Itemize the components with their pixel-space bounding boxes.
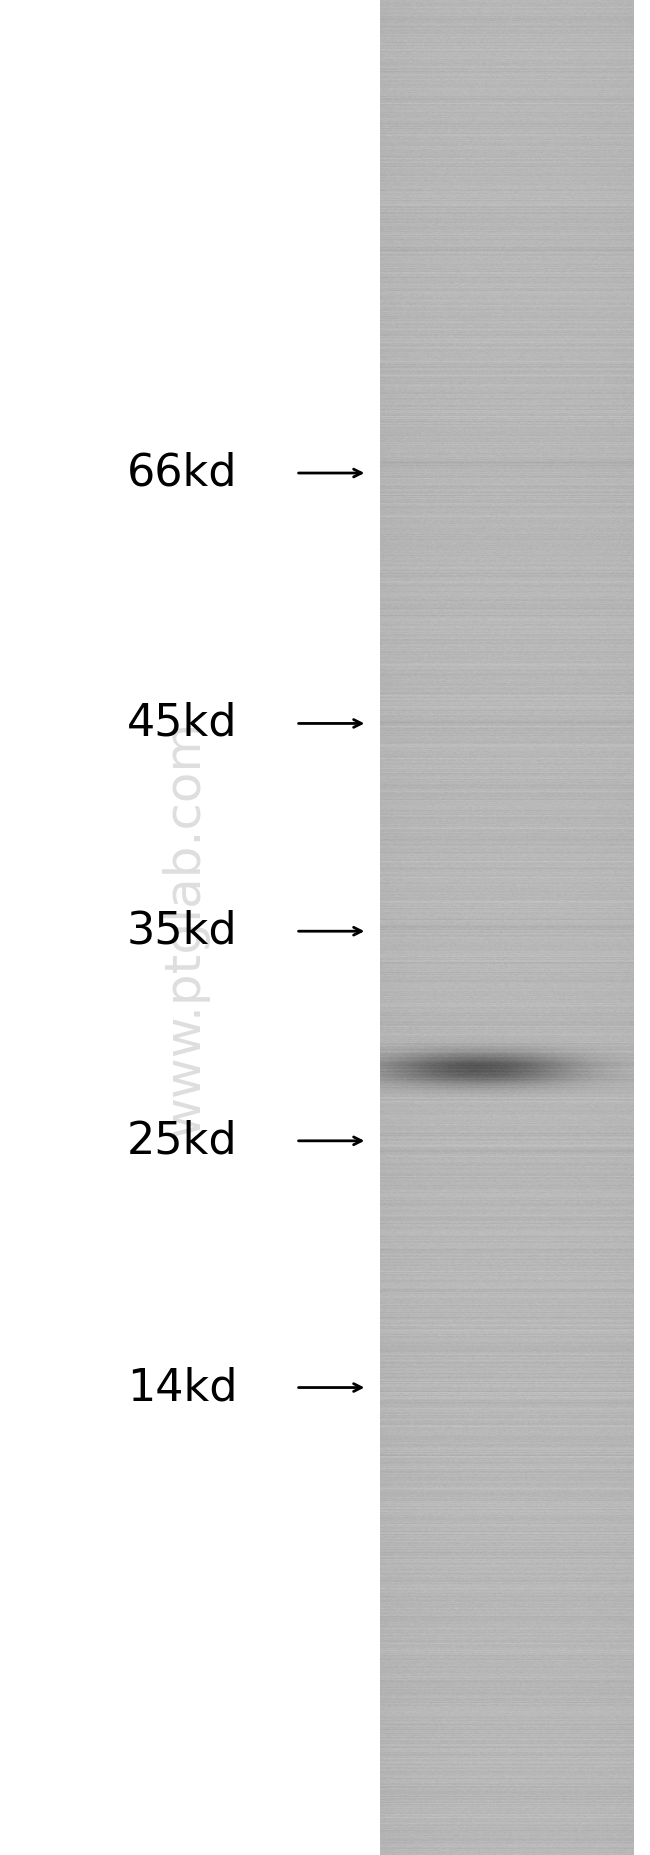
Text: www.ptglab.com: www.ptglab.com — [161, 720, 209, 1135]
Text: 66kd: 66kd — [127, 451, 237, 495]
Text: 45kd: 45kd — [127, 701, 237, 746]
Text: 14kd: 14kd — [127, 1365, 237, 1410]
Text: 25kd: 25kd — [127, 1119, 237, 1163]
Text: 35kd: 35kd — [127, 909, 237, 953]
